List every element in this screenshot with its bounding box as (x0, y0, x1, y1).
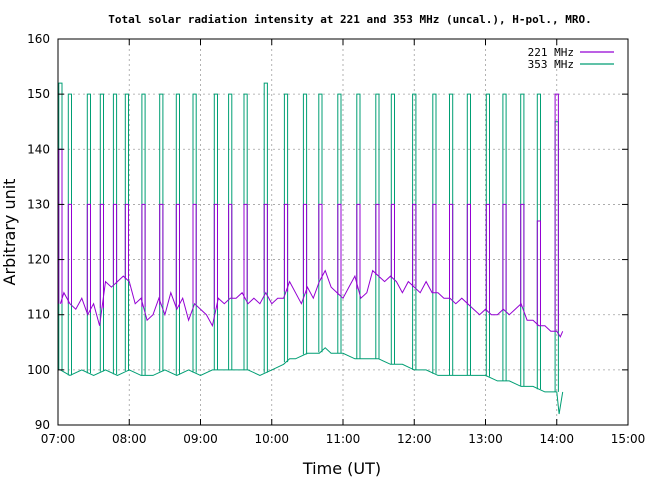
legend-label-353-mhz: 353 MHz (528, 58, 574, 71)
y-tick-label: 160 (27, 32, 50, 46)
x-tick-label: 15:00 (611, 432, 646, 446)
series-spike-221-mhz (99, 203, 104, 309)
y-axis-label: Arbitrary unit (0, 179, 19, 286)
series-spike-221-mhz (520, 203, 525, 307)
series-spike-221-mhz (67, 203, 72, 304)
series-spike-221-mhz (502, 203, 507, 311)
x-tick-label: 07:00 (41, 432, 76, 446)
series-spike-221-mhz (390, 203, 395, 279)
plot-frame (57, 38, 629, 426)
series-spike-221-mhz (58, 148, 63, 304)
series-221-mhz (58, 93, 564, 338)
y-tick-label: 90 (35, 418, 50, 432)
series-spike-221-mhz (337, 203, 342, 295)
tick-labels: 07:00 08:00 09:00 10:00 11:00 12:00 13:00 14:00… (27, 32, 645, 446)
series-spike-221-mhz (192, 203, 197, 304)
y-tick-label: 110 (27, 308, 50, 322)
series-spike-221-mhz (356, 203, 361, 290)
x-tick-label: 08:00 (112, 432, 147, 446)
series-spike-221-mhz (124, 203, 129, 280)
series-spike-221-mhz (318, 203, 323, 280)
chart-title: Total solar radiation intensity at 221 a… (108, 13, 591, 26)
series-spike-221-mhz (485, 203, 490, 312)
y-tick-label: 120 (27, 253, 50, 267)
series-spike-221-mhz (86, 203, 91, 313)
x-tick-label: 14:00 (539, 432, 574, 446)
series-line-353-mhz (60, 347, 564, 415)
ticks (57, 38, 629, 426)
series-spike-221-mhz (554, 93, 559, 332)
y-tick-label: 100 (27, 363, 50, 377)
y-tick-label: 140 (27, 142, 50, 156)
series-spike-221-mhz (228, 203, 233, 299)
y-tick-label: 130 (27, 197, 50, 211)
x-tick-label: 12:00 (397, 432, 432, 446)
grid (58, 39, 628, 425)
series-spike-221-mhz (432, 203, 437, 293)
series-spike-221-mhz (213, 203, 218, 310)
series-spike-221-mhz (243, 203, 248, 300)
x-axis-label: Time (UT) (302, 459, 381, 478)
series-line-221-mhz (59, 269, 564, 338)
series-spike-221-mhz (466, 203, 471, 305)
series-spike-221-mhz (159, 203, 164, 305)
series-layer (58, 82, 564, 415)
x-tick-label: 13:00 (468, 432, 503, 446)
x-tick-label: 10:00 (254, 432, 289, 446)
series-spike-221-mhz (263, 203, 268, 293)
series-spike-221-mhz (302, 203, 308, 294)
series-spike-221-mhz (141, 203, 146, 307)
series-spike-221-mhz (412, 203, 417, 288)
y-tick-label: 150 (27, 87, 50, 101)
x-tick-label: 11:00 (326, 432, 361, 446)
series-spike-221-mhz (449, 203, 454, 300)
x-tick-label: 09:00 (183, 432, 218, 446)
series-spike-221-mhz (112, 203, 118, 284)
legend-label-221-mhz: 221 MHz (528, 46, 574, 59)
series-spike-221-mhz (375, 203, 380, 275)
series-spike-221-mhz (283, 203, 289, 292)
series-spike-221-mhz (175, 203, 180, 307)
series-spike-221-mhz (536, 220, 541, 326)
series-353-mhz (58, 82, 564, 415)
